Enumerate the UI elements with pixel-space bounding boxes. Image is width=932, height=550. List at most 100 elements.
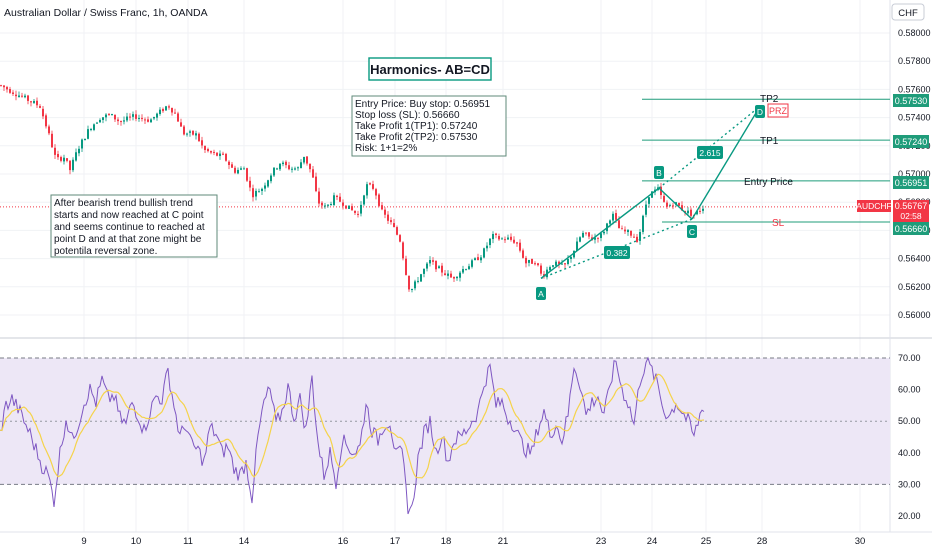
ab-leg — [540, 187, 660, 279]
candle-body — [273, 167, 275, 176]
candle-body — [48, 126, 50, 134]
candle-body — [408, 275, 410, 290]
candle-body — [459, 272, 461, 278]
point-c-marker[interactable] — [687, 225, 697, 238]
candle-body — [51, 133, 53, 148]
time-tick: 24 — [647, 536, 658, 547]
point-a-marker[interactable] — [536, 287, 546, 300]
note-line-5: potentila reversal zone. — [54, 246, 157, 257]
note-line-3: and seems continue to reached at — [54, 222, 205, 233]
candle-body — [177, 113, 179, 122]
bc-leg — [658, 187, 693, 220]
candle-body — [240, 168, 242, 170]
candle-body — [666, 202, 668, 207]
candle-body — [669, 205, 671, 207]
prz-box[interactable] — [767, 103, 789, 118]
candle-body — [414, 281, 416, 289]
candle-body — [525, 257, 527, 264]
candle-body — [681, 205, 683, 211]
candle-body — [621, 228, 623, 230]
candle-body — [72, 159, 74, 171]
candle-body — [378, 194, 380, 206]
price-tick: 0.57400 — [898, 113, 931, 123]
candle-body — [30, 101, 32, 103]
rsi-tick: 50.00 — [898, 416, 921, 426]
candle-body — [0, 85, 2, 87]
candle-body — [270, 175, 272, 182]
candle-body — [300, 162, 302, 169]
candle-body — [579, 237, 581, 242]
entry-badge — [893, 176, 929, 189]
candle-body — [540, 265, 542, 274]
candle-body — [510, 236, 512, 240]
candle-body — [15, 94, 17, 97]
candle-body — [174, 112, 176, 114]
candle-body — [585, 232, 587, 234]
note-box[interactable] — [50, 194, 218, 258]
candle-body — [531, 258, 533, 264]
candle-body — [303, 156, 305, 163]
candle-body — [441, 265, 443, 273]
sl-badge — [893, 222, 929, 235]
candle-body — [87, 129, 89, 139]
candle-body — [519, 242, 521, 251]
time-tick: 14 — [239, 536, 250, 547]
candle-body — [153, 116, 155, 119]
point-d-label: D — [757, 107, 763, 117]
candle-body — [420, 274, 422, 282]
candle-body — [282, 162, 284, 165]
candle-body — [489, 238, 491, 246]
trade-line-2: Stop loss (SL): 0.56660 — [355, 110, 460, 121]
candle-body — [558, 261, 560, 265]
candle-body — [63, 157, 65, 162]
point-d-marker[interactable] — [755, 105, 765, 118]
candle-body — [687, 210, 689, 214]
candle-body — [477, 257, 479, 261]
candle-body — [438, 266, 440, 269]
candle-body — [552, 265, 554, 267]
ratio-ab-value: 0.382 — [606, 248, 628, 258]
title-box[interactable] — [368, 57, 492, 81]
candle-body — [549, 267, 551, 271]
candle-body — [366, 184, 368, 196]
candle-body — [39, 106, 41, 108]
candle-body — [207, 148, 209, 152]
candle-body — [336, 195, 338, 198]
candle-body — [84, 138, 86, 141]
rsi-tick: 20.00 — [898, 511, 921, 521]
time-tick: 30 — [855, 536, 866, 547]
candle-body — [567, 259, 569, 265]
candle-body — [402, 242, 404, 259]
candle-body — [81, 139, 83, 149]
tp1-label: TP1 — [760, 136, 779, 147]
candle-body — [306, 156, 308, 164]
candle-body — [372, 184, 374, 189]
trade-box[interactable] — [351, 95, 507, 157]
point-c-label: C — [689, 227, 695, 237]
currency-button[interactable] — [891, 3, 925, 21]
candle-body — [168, 106, 170, 108]
time-tick: 21 — [498, 536, 509, 547]
trade-line-1: Entry Price: Buy stop: 0.56951 — [355, 99, 491, 110]
candle-body — [390, 220, 392, 223]
point-b-marker[interactable] — [654, 166, 664, 179]
point-b-label: B — [656, 168, 662, 178]
candle-body — [453, 276, 455, 279]
candle-body — [75, 152, 77, 161]
candle-body — [570, 256, 572, 259]
candle-body — [417, 280, 419, 282]
candle-body — [42, 108, 44, 117]
candle-body — [312, 169, 314, 178]
candle-body — [576, 241, 578, 251]
candle-body — [252, 188, 254, 198]
candle-body — [399, 235, 401, 242]
time-tick: 18 — [441, 536, 452, 547]
candle-body — [636, 236, 638, 242]
candle-body — [12, 92, 14, 94]
candle-body — [93, 124, 95, 130]
time-tick: 11 — [183, 536, 193, 547]
tp2-badge-value: 0.57530 — [895, 96, 928, 106]
harmonic-pattern[interactable] — [540, 105, 761, 279]
candle-body — [429, 259, 431, 264]
